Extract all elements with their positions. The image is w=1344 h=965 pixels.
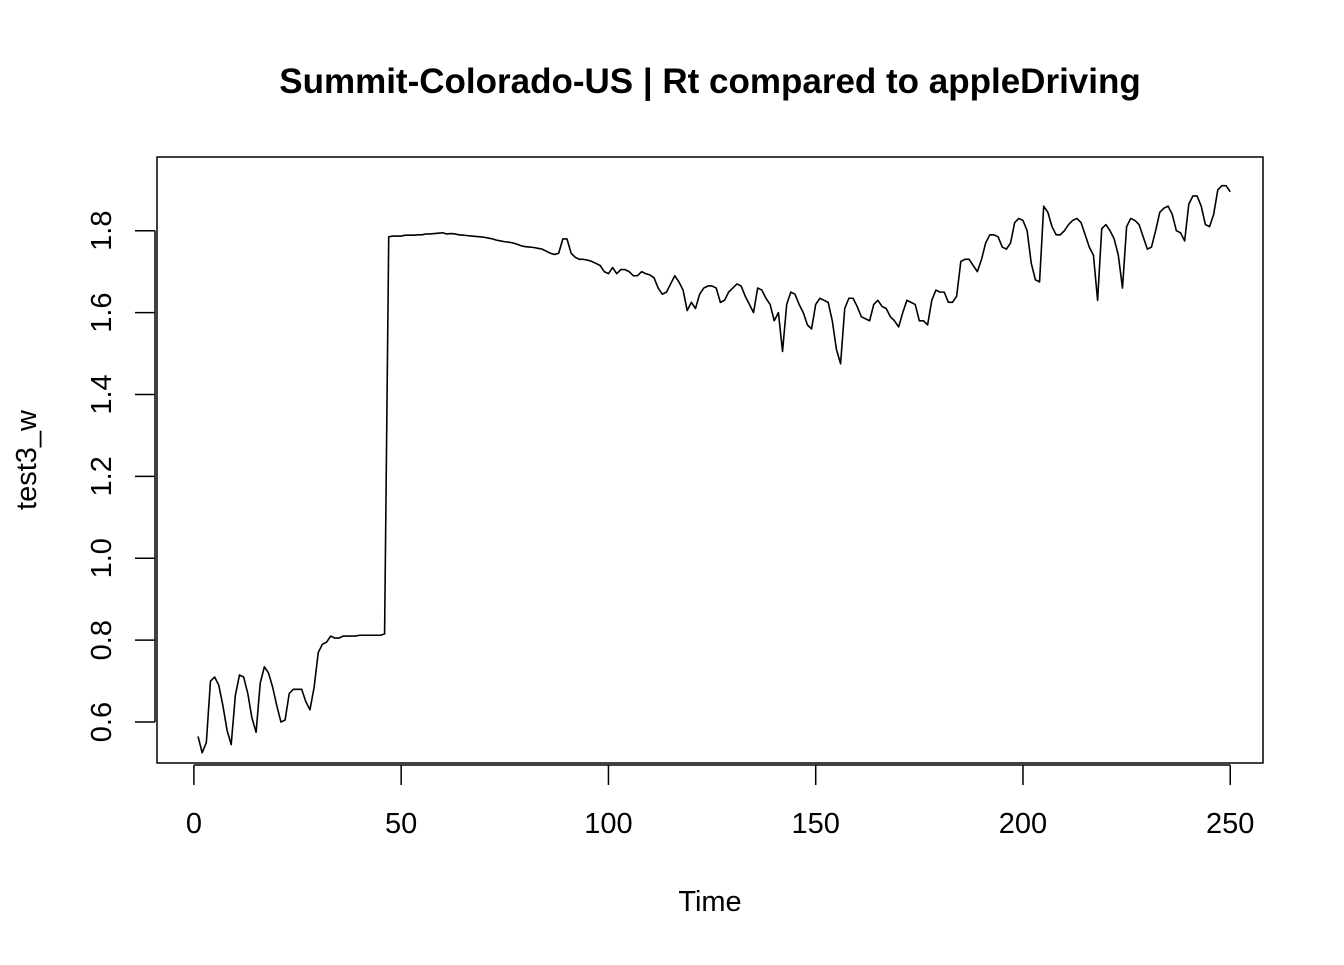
- x-axis-label: Time: [678, 886, 741, 918]
- x-tick-label: 250: [1206, 808, 1254, 840]
- x-tick-label: 200: [999, 808, 1047, 840]
- x-axis: 0 50 100 150 200 250: [186, 764, 1254, 840]
- x-tick-label: 100: [584, 808, 632, 840]
- y-axis-label: test3_w: [11, 409, 43, 510]
- y-tick-label: 1.8: [86, 211, 118, 251]
- y-tick-label: 1.6: [86, 292, 118, 332]
- y-tick-label: 1.2: [86, 456, 118, 496]
- series-line: [197, 184, 1231, 754]
- plot-box: [156, 156, 1264, 764]
- y-tick-label: 0.8: [86, 620, 118, 660]
- y-tick-label: 0.6: [86, 702, 118, 742]
- y-tick-label: 1.4: [86, 374, 118, 414]
- x-tick-label: 50: [385, 808, 417, 840]
- y-tick-label: 1.0: [86, 538, 118, 578]
- x-tick-label: 150: [792, 808, 840, 840]
- chart-title: Summit-Colorado-US | Rt compared to appl…: [279, 62, 1141, 101]
- y-axis: 0.6 0.8 1.0 1.2 1.4 1.6 1.8: [86, 211, 156, 742]
- series-layer: [197, 184, 1231, 754]
- x-tick-label: 0: [186, 808, 202, 840]
